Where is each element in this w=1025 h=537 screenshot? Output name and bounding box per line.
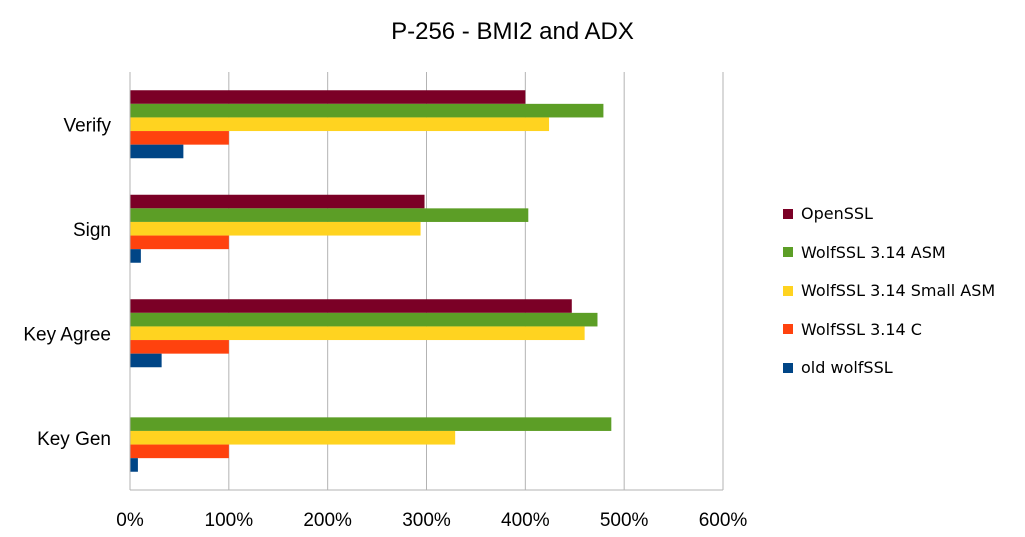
bar bbox=[130, 417, 612, 431]
bar bbox=[130, 444, 229, 459]
legend-label: old wolfSSL bbox=[801, 358, 893, 377]
bar bbox=[130, 144, 184, 159]
bar bbox=[130, 299, 572, 313]
bar bbox=[130, 430, 456, 445]
bar bbox=[130, 353, 162, 368]
category-label: Key Agree bbox=[23, 324, 111, 345]
bar bbox=[130, 249, 141, 263]
legend-item: old wolfSSL bbox=[783, 358, 893, 377]
axes bbox=[129, 72, 723, 491]
x-tick-label: 500% bbox=[600, 510, 649, 531]
legend-item: OpenSSL bbox=[783, 204, 873, 223]
bars bbox=[130, 90, 612, 472]
category-label: Verify bbox=[63, 115, 111, 136]
bar bbox=[130, 194, 425, 209]
legend-swatch bbox=[783, 247, 793, 257]
bar bbox=[130, 340, 229, 354]
legend-swatch bbox=[783, 362, 793, 373]
bar bbox=[130, 117, 550, 132]
bar bbox=[130, 312, 598, 327]
legend-label: WolfSSL 3.14 ASM bbox=[801, 242, 946, 262]
legend-item: WolfSSL 3.14 C bbox=[783, 320, 922, 339]
bar bbox=[130, 103, 604, 118]
legend-label: WolfSSL 3.14 C bbox=[801, 319, 922, 339]
bar bbox=[130, 131, 229, 145]
bar bbox=[130, 326, 585, 341]
category-label: Key Gen bbox=[37, 429, 111, 450]
legend-item: WolfSSL 3.14 Small ASM bbox=[783, 281, 995, 300]
legend-swatch bbox=[783, 208, 793, 219]
chart-title: P-256 - BMI2 and ADX bbox=[391, 18, 634, 45]
legend-item: WolfSSL 3.14 ASM bbox=[783, 243, 946, 262]
x-tick-label: 600% bbox=[699, 510, 748, 531]
x-tick-label: 400% bbox=[501, 510, 550, 531]
bar bbox=[130, 208, 529, 222]
category-labels: Verify Sign Key Agree Key Gen bbox=[23, 115, 111, 450]
x-tick-label: 100% bbox=[205, 510, 254, 531]
x-tick-label: 200% bbox=[303, 510, 352, 531]
bar bbox=[130, 458, 138, 472]
category-label: Sign bbox=[73, 220, 111, 241]
legend-label: OpenSSL bbox=[801, 204, 873, 223]
bar bbox=[130, 235, 229, 250]
x-tick-label: 300% bbox=[402, 510, 451, 531]
legend-swatch bbox=[783, 285, 793, 296]
legend-swatch bbox=[783, 324, 793, 334]
bar bbox=[130, 90, 526, 104]
legend-label: WolfSSL 3.14 Small ASM bbox=[801, 281, 996, 300]
bar bbox=[130, 221, 421, 236]
x-tick-labels: 0% 100% 200% 300% 400% 500% 600% bbox=[116, 510, 747, 531]
x-tick-label: 0% bbox=[116, 510, 144, 531]
